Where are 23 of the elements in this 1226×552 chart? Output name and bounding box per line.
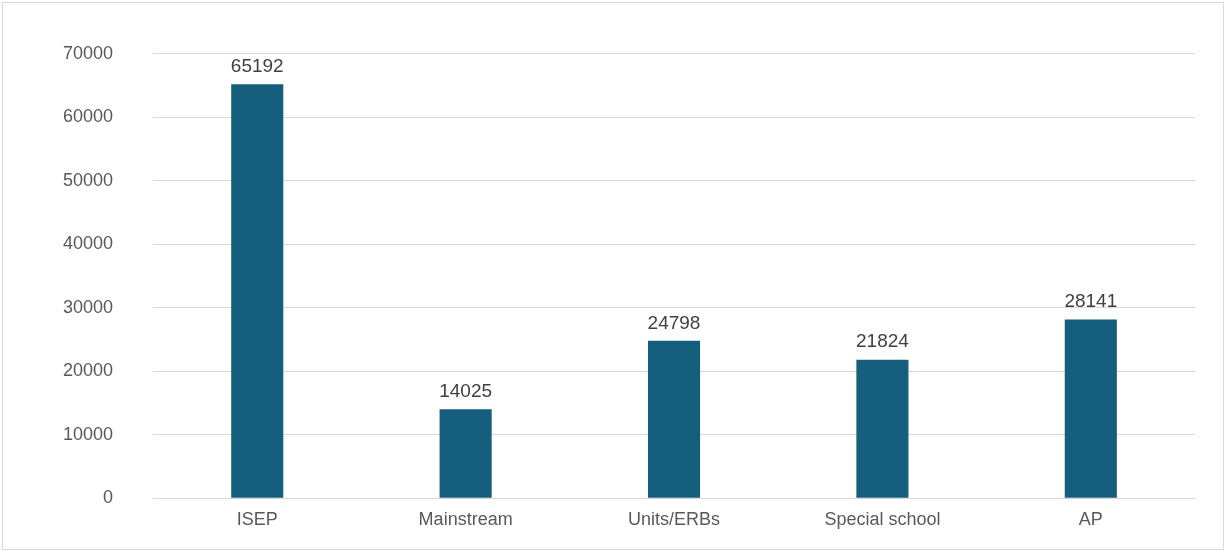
y-tick-label: 0 [103,487,114,508]
bar [231,84,284,498]
y-tick-label: 40000 [62,233,114,254]
y-tick-label: 10000 [62,423,114,444]
y-tick-label: 20000 [62,360,114,381]
data-label: 24798 [647,311,701,333]
x-tick-label: Mainstream [418,508,513,529]
bar [856,359,909,498]
x-tick-label: AP [1078,508,1103,529]
bar [1064,319,1117,498]
y-tick-label: 30000 [62,296,114,317]
data-label: 65192 [230,55,284,77]
data-label: 28141 [1064,290,1118,312]
y-tick-label: 50000 [62,169,114,190]
x-tick-label: ISEP [236,508,278,529]
data-label: 21824 [855,330,910,352]
y-tick-label: 70000 [62,42,114,63]
bar [647,340,701,498]
y-tick-label: 60000 [62,106,114,127]
x-tick-label: Special school [824,508,941,529]
bar [439,409,492,498]
data-label: 14025 [439,379,493,401]
x-tick-label: Units/ERBs [628,508,721,529]
